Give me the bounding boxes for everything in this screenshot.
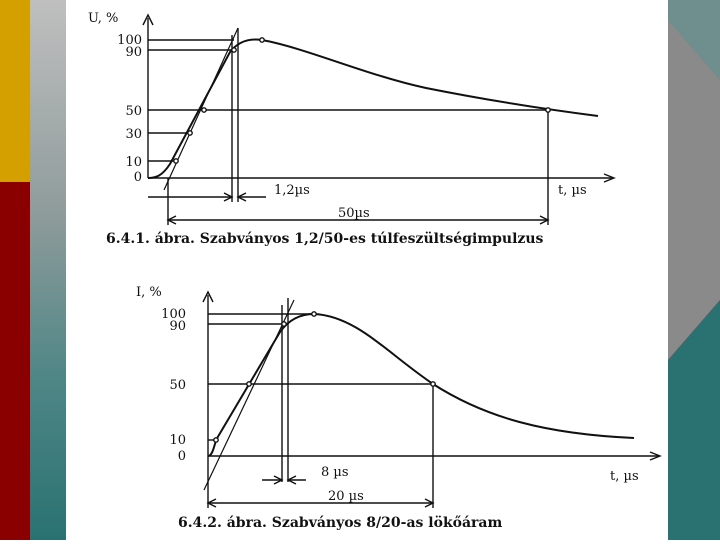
- figure1-point-10: [173, 158, 179, 164]
- grey-teal-stripe: [30, 0, 66, 540]
- figure1-tick-100: 100: [117, 33, 142, 48]
- figure2-tick-50: 50: [169, 378, 186, 393]
- figure1-caption: 6.4.1. ábra. Szabványos 1,2/50-es túlfes…: [106, 231, 544, 247]
- figure2-tick-0: 0: [178, 449, 186, 464]
- figure2-y-arrow: [202, 290, 214, 303]
- figure2-point-10: [213, 437, 219, 443]
- figure2-y-axis-label: I, %: [136, 285, 162, 300]
- figure1-impulse-curve: [147, 38, 599, 179]
- figure2-tick-10: 10: [169, 433, 186, 448]
- figure2-x-axis-label: t, µs: [610, 469, 639, 484]
- right-decorative-band: [668, 0, 720, 540]
- figure1-tick-0: 0: [134, 170, 142, 185]
- figure1-y-arrow: [142, 13, 154, 26]
- figure1-tick-30: 30: [125, 127, 142, 142]
- figure1-point-30: [187, 130, 193, 136]
- figure1-tick-50: 50: [125, 104, 142, 119]
- red-stripe: [0, 182, 30, 540]
- figure1-point-half: [545, 107, 551, 113]
- figure1-point-100: [259, 37, 265, 43]
- figure1-tick-90: 90: [125, 45, 142, 60]
- left-decorative-band: [0, 0, 66, 540]
- gold-stripe: [0, 0, 30, 182]
- figure1-point-50: [201, 107, 207, 113]
- figure2-caption: 6.4.2. ábra. Szabványos 8/20-as lökőáram: [178, 515, 502, 531]
- figure1-x-arrow: [603, 173, 616, 183]
- figure2-half-time-label: 20 µs: [328, 489, 364, 504]
- figure1-half-time-label: 50µs: [338, 206, 370, 221]
- figure2-point-50: [246, 381, 252, 387]
- figure2-x-arrow: [649, 451, 662, 461]
- figure2-front-line: [203, 299, 295, 491]
- figure2-point-100: [311, 311, 317, 317]
- figure1-front-time-label: 1,2µs: [274, 183, 310, 198]
- figures-svg: U, % t, µs 100 90 50 30 10 0 1,2µs 50µs …: [88, 11, 662, 531]
- figure1-x-axis-label: t, µs: [558, 183, 587, 198]
- figure2-tick-90: 90: [169, 319, 186, 334]
- figure2-point-half: [430, 381, 436, 387]
- figure2-tick-100: 100: [161, 307, 186, 322]
- figure1-y-axis-label: U, %: [88, 11, 118, 26]
- figure1-diagram: [142, 13, 616, 225]
- figure2-diagram: [202, 290, 662, 508]
- figure2-front-time-label: 8 µs: [321, 465, 349, 480]
- figure1-point-90: [231, 47, 237, 53]
- figure1-tick-10: 10: [125, 155, 142, 170]
- figure1-front-line: [163, 27, 239, 191]
- figure2-current-curve: [207, 312, 635, 457]
- figure2-point-90: [281, 321, 287, 327]
- slide-content: U, % t, µs 100 90 50 30 10 0 1,2µs 50µs …: [66, 0, 668, 540]
